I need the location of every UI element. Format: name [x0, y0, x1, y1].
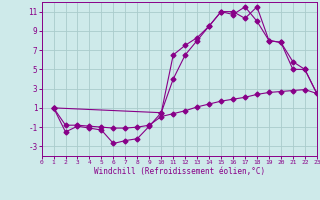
X-axis label: Windchill (Refroidissement éolien,°C): Windchill (Refroidissement éolien,°C)	[94, 167, 265, 176]
